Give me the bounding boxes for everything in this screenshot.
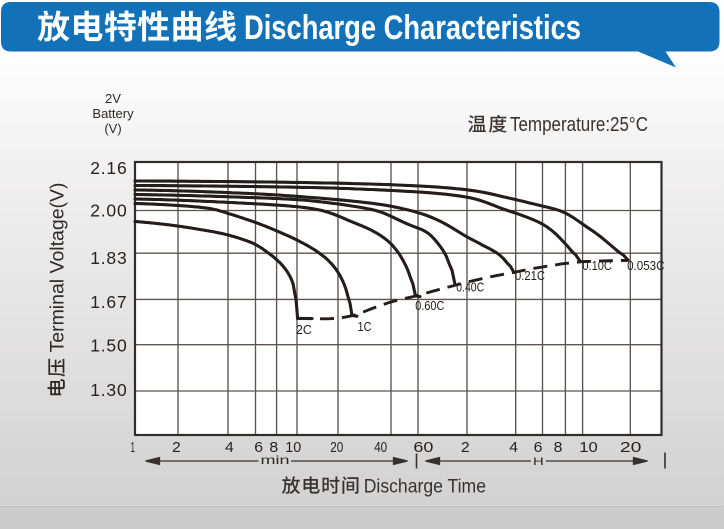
svg-text:1.50: 1.50: [90, 336, 127, 356]
svg-text:0.053C: 0.053C: [627, 258, 665, 273]
svg-text:20: 20: [620, 440, 642, 456]
svg-text:2.00: 2.00: [90, 201, 127, 221]
svg-text:4: 4: [509, 440, 518, 456]
svg-text:min: min: [261, 453, 290, 467]
svg-text:1C: 1C: [358, 319, 372, 334]
svg-text:2V: 2V: [105, 91, 121, 106]
svg-text:10: 10: [285, 440, 301, 456]
svg-text:1.30: 1.30: [90, 380, 127, 400]
svg-text:1.83: 1.83: [90, 248, 127, 268]
svg-text:20: 20: [330, 440, 343, 456]
svg-text:0.60C: 0.60C: [415, 298, 444, 313]
svg-text:0.21C: 0.21C: [515, 268, 545, 283]
svg-text:10: 10: [579, 440, 598, 456]
svg-text:H: H: [533, 456, 544, 468]
svg-text:1: 1: [131, 440, 136, 456]
svg-text:4: 4: [225, 440, 234, 456]
svg-text:2.16: 2.16: [90, 158, 127, 178]
svg-text:40: 40: [374, 440, 387, 456]
svg-text:2: 2: [172, 440, 181, 456]
svg-text:6: 6: [534, 440, 543, 456]
svg-text:8: 8: [554, 440, 563, 456]
svg-text:6: 6: [254, 440, 263, 456]
svg-text:8: 8: [269, 440, 278, 456]
svg-text:60: 60: [413, 440, 433, 456]
svg-text:1.67: 1.67: [90, 292, 127, 312]
svg-text:Terminal Voltage(V): Terminal Voltage(V): [48, 183, 69, 353]
svg-text:Discharge Time: Discharge Time: [364, 475, 486, 497]
svg-text:0.10C: 0.10C: [582, 258, 612, 273]
svg-text:0.40C: 0.40C: [456, 280, 484, 295]
svg-text:2: 2: [461, 440, 470, 456]
svg-text:(V): (V): [104, 121, 121, 136]
svg-text:Discharge Characteristics: Discharge Characteristics: [244, 9, 581, 47]
svg-text:Battery: Battery: [92, 106, 134, 121]
svg-text:Temperature:25°C: Temperature:25°C: [510, 114, 648, 136]
svg-text:2C: 2C: [296, 322, 312, 337]
